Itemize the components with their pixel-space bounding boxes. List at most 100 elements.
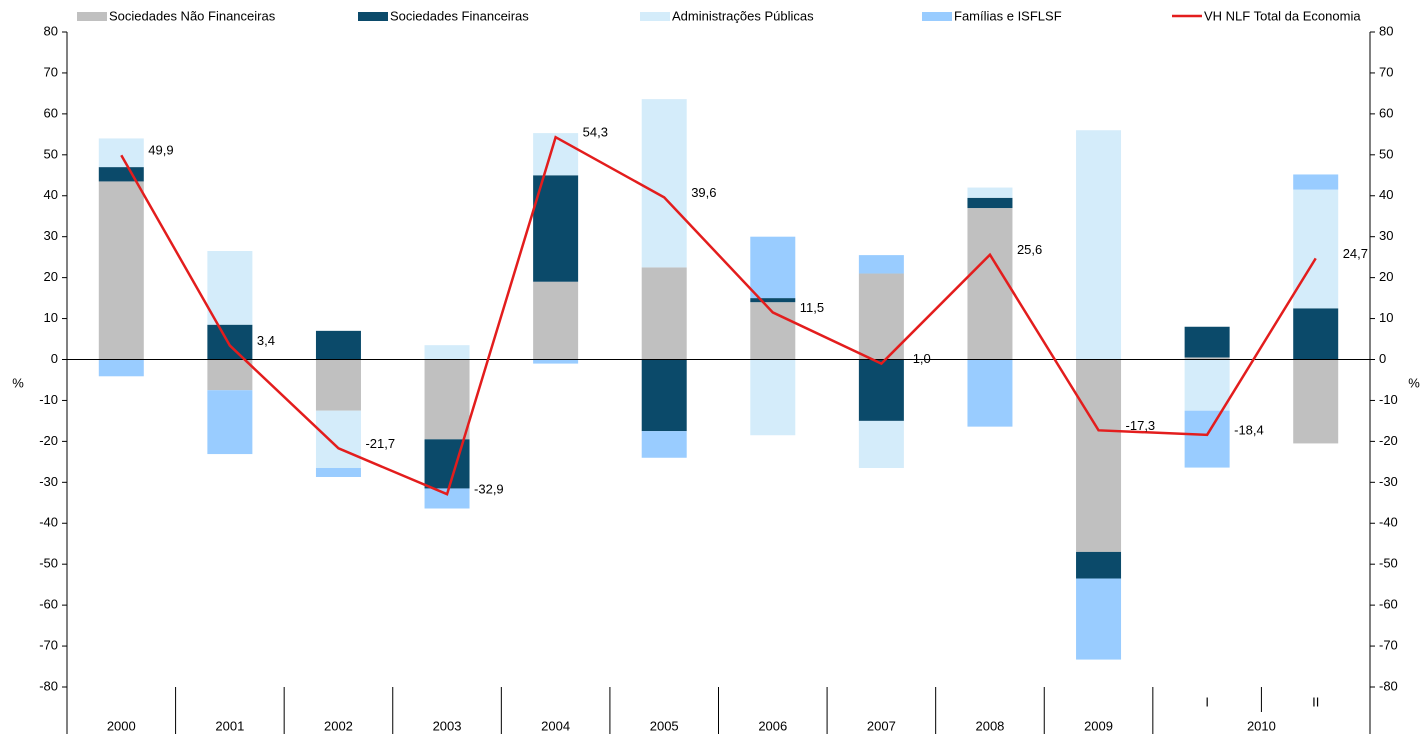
- y-tick-label: -40: [39, 515, 58, 530]
- bar: [315, 330, 361, 360]
- x-tick-label: 2000: [107, 718, 136, 733]
- bar: [424, 359, 470, 440]
- y-tick-label: 30: [44, 228, 58, 243]
- y2-tick-label: -80: [1379, 678, 1398, 693]
- data-label: 3,4: [257, 333, 275, 348]
- data-label: 49,9: [148, 143, 173, 158]
- y-tick-label: 0: [51, 351, 58, 366]
- data-label: 25,6: [1017, 242, 1042, 257]
- y-tick-label: 20: [44, 269, 58, 284]
- bar: [858, 255, 904, 274]
- bar: [424, 488, 470, 509]
- data-label: -32,9: [474, 482, 504, 497]
- y2-tick-label: 10: [1379, 310, 1393, 325]
- bar: [315, 359, 361, 411]
- bar: [1293, 359, 1339, 444]
- bar: [967, 208, 1013, 360]
- bar: [1184, 410, 1230, 468]
- bar: [533, 359, 579, 364]
- line: [120, 135, 1317, 496]
- y2-tick-label: -20: [1379, 433, 1398, 448]
- y2-tick-label: 0: [1379, 351, 1386, 366]
- y-tick-label: 60: [44, 105, 58, 120]
- y-tick-label: -80: [39, 678, 58, 693]
- y2-tick-label: -50: [1379, 556, 1398, 571]
- y2-tick-label: 60: [1379, 105, 1393, 120]
- data-label: -1,0: [908, 351, 930, 366]
- x-tick-label: 2002: [324, 718, 353, 733]
- bar: [98, 359, 144, 377]
- bar: [207, 359, 253, 391]
- bar: [858, 273, 904, 360]
- y2-tick-label: -40: [1379, 515, 1398, 530]
- bar: [98, 167, 144, 182]
- y2-axis-label: %: [1408, 375, 1420, 390]
- y2-tick-label: 70: [1379, 64, 1393, 79]
- y-tick-label: 40: [44, 187, 58, 202]
- bar: [207, 251, 253, 325]
- x-tick-label: 2005: [650, 718, 679, 733]
- legend-label: Administrações Públicas: [672, 8, 814, 23]
- bar: [967, 197, 1013, 209]
- legend-swatch: [640, 12, 670, 21]
- bar: [750, 359, 796, 436]
- y2-tick-label: 80: [1379, 23, 1393, 38]
- bar: [98, 181, 144, 360]
- y-tick-label: 50: [44, 146, 58, 161]
- bar: [641, 267, 687, 360]
- legend-label: Famílias e ISFLSF: [954, 8, 1062, 23]
- y2-tick-label: 50: [1379, 146, 1393, 161]
- y-tick-label: 10: [44, 310, 58, 325]
- bar: [1076, 359, 1122, 552]
- bar: [641, 431, 687, 458]
- legend-label: Sociedades Não Financeiras: [109, 8, 276, 23]
- bar: [858, 359, 904, 421]
- bar: [641, 99, 687, 268]
- data-label: -17,3: [1126, 418, 1156, 433]
- y-tick-label: -10: [39, 392, 58, 407]
- y-tick-label: -60: [39, 597, 58, 612]
- y-tick-label: -50: [39, 556, 58, 571]
- x-tick-label: 2003: [433, 718, 462, 733]
- bar: [98, 138, 144, 168]
- x-tick-label: 2009: [1084, 718, 1113, 733]
- bar: [1293, 174, 1339, 190]
- y-tick-label: 70: [44, 64, 58, 79]
- bar: [967, 359, 1013, 427]
- legend-label: Sociedades Financeiras: [390, 8, 529, 23]
- x-tick-label: I: [1205, 694, 1209, 709]
- bar: [1184, 357, 1230, 360]
- legend-label: VH NLF Total da Economia: [1204, 8, 1361, 23]
- bar: [315, 467, 361, 477]
- bar: [207, 390, 253, 455]
- x-tick-label: 2006: [758, 718, 787, 733]
- x-tick-label: 2004: [541, 718, 570, 733]
- bar: [1293, 189, 1339, 309]
- x-tick-label: 2007: [867, 718, 896, 733]
- y-tick-label: -20: [39, 433, 58, 448]
- bar: [750, 298, 796, 303]
- bar: [424, 345, 470, 360]
- data-label: -18,4: [1234, 422, 1264, 437]
- y-axis-label: %: [12, 375, 24, 390]
- x-tick-label: II: [1312, 694, 1319, 709]
- bar: [1076, 578, 1122, 660]
- y2-tick-label: 30: [1379, 228, 1393, 243]
- data-label: 54,3: [583, 125, 608, 140]
- y2-tick-label: -60: [1379, 597, 1398, 612]
- bar: [967, 187, 1013, 198]
- bar: [1076, 551, 1122, 579]
- data-label: -21,7: [365, 436, 395, 451]
- y-tick-label: 80: [44, 23, 58, 38]
- bar: [1293, 308, 1339, 360]
- bar: [641, 359, 687, 432]
- legend-swatch: [922, 12, 952, 21]
- y-tick-label: -30: [39, 474, 58, 489]
- bar: [750, 236, 796, 299]
- bar: [1184, 326, 1230, 358]
- data-label: 39,6: [691, 185, 716, 200]
- y2-tick-label: 20: [1379, 269, 1393, 284]
- bar: [207, 324, 253, 360]
- y2-tick-label: -30: [1379, 474, 1398, 489]
- bar: [315, 410, 361, 468]
